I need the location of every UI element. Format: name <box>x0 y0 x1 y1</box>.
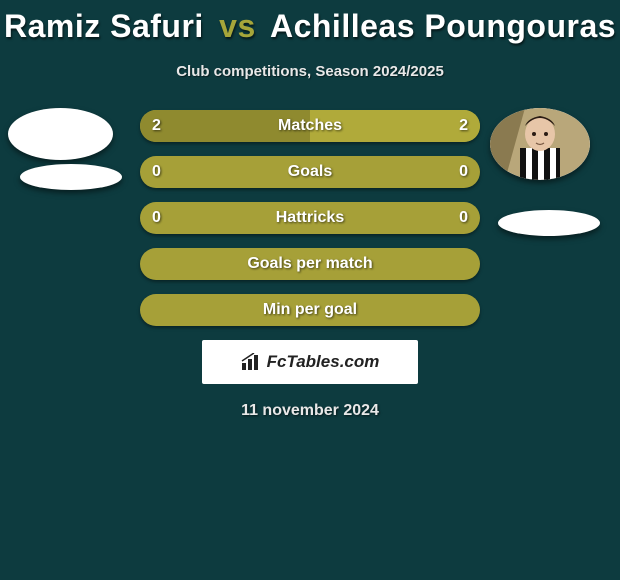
stat-value-right: 2 <box>459 117 468 135</box>
stat-row: Goals per match <box>140 248 480 280</box>
brand-box: FcTables.com <box>202 340 418 384</box>
date-label: 11 november 2024 <box>0 402 620 420</box>
stat-row: 0 0 Hattricks <box>140 202 480 234</box>
comparison-title: Ramiz Safuri vs Achilleas Poungouras <box>0 0 620 45</box>
stat-row: 0 0 Goals <box>140 156 480 188</box>
stat-label: Hattricks <box>276 209 344 227</box>
player2-avatar <box>490 108 590 180</box>
player2-name: Achilleas Poungouras <box>270 8 616 44</box>
bar-chart-icon <box>241 353 263 371</box>
brand: FcTables.com <box>241 352 380 372</box>
stat-row: 2 2 Matches <box>140 110 480 142</box>
stat-label: Matches <box>278 117 342 135</box>
stat-label: Min per goal <box>263 301 357 319</box>
stat-bars: 2 2 Matches 0 0 Goals 0 0 Hattricks Goals per mat… <box>140 108 480 326</box>
comparison-stage: 2 2 Matches 0 0 Goals 0 0 Hattricks Goals per mat… <box>0 108 620 326</box>
player2-flag-ellipse <box>498 210 600 236</box>
player1-flag-ellipse <box>20 164 122 190</box>
stat-value-right: 0 <box>459 209 468 227</box>
brand-text: FcTables.com <box>267 352 380 372</box>
stat-value-left: 0 <box>152 209 161 227</box>
vs-label: vs <box>219 8 256 44</box>
subtitle: Club competitions, Season 2024/2025 <box>0 63 620 80</box>
stat-value-right: 0 <box>459 163 468 181</box>
stat-row: Min per goal <box>140 294 480 326</box>
stat-label: Goals per match <box>247 255 372 273</box>
stat-label: Goals <box>288 163 332 181</box>
stat-value-left: 0 <box>152 163 161 181</box>
stat-value-left: 2 <box>152 117 161 135</box>
player1-name: Ramiz Safuri <box>4 8 204 44</box>
player1-avatar-ellipse <box>8 108 113 160</box>
